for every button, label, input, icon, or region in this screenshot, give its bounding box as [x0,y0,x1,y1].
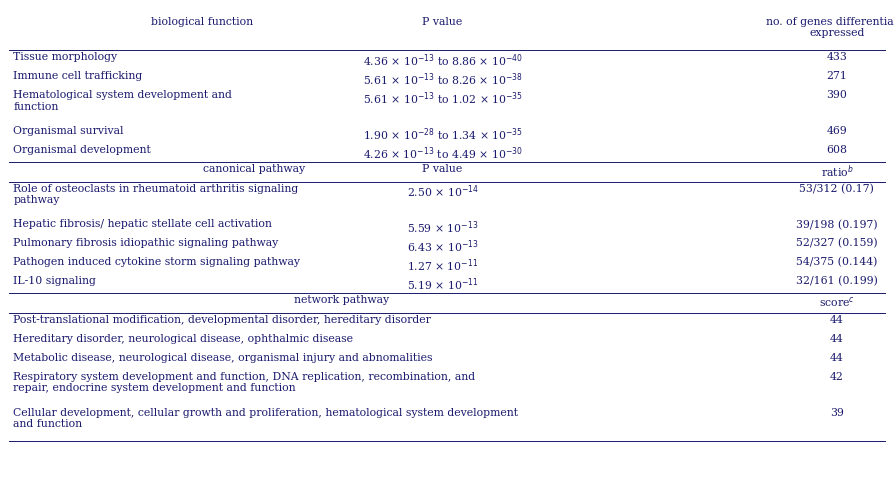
Text: 469: 469 [826,126,848,136]
Text: 390: 390 [826,90,848,100]
Text: 5.59 × 10$^{-13}$: 5.59 × 10$^{-13}$ [407,219,478,236]
Text: 5.61 × 10$^{-13}$ to 8.26 × 10$^{-38}$: 5.61 × 10$^{-13}$ to 8.26 × 10$^{-38}$ [363,71,522,88]
Text: 271: 271 [826,71,848,81]
Text: 54/375 (0.144): 54/375 (0.144) [797,257,878,268]
Text: 52/327 (0.159): 52/327 (0.159) [796,239,878,249]
Text: 5.19 × 10$^{-11}$: 5.19 × 10$^{-11}$ [407,276,478,293]
Text: 39/198 (0.197): 39/198 (0.197) [796,219,878,230]
Text: 44: 44 [830,353,844,363]
Text: Hepatic fibrosis/ hepatic stellate cell activation: Hepatic fibrosis/ hepatic stellate cell … [13,219,272,229]
Text: 4.36 × 10$^{-13}$ to 8.86 × 10$^{-40}$: 4.36 × 10$^{-13}$ to 8.86 × 10$^{-40}$ [363,52,522,69]
Text: Immune cell trafficking: Immune cell trafficking [13,71,142,81]
Text: 42: 42 [830,372,844,382]
Text: 53/312 (0.17): 53/312 (0.17) [799,183,874,194]
Text: score$^{c}$: score$^{c}$ [819,295,855,309]
Text: P value: P value [423,164,463,174]
Text: 2.50 × 10$^{-14}$: 2.50 × 10$^{-14}$ [407,183,478,200]
Text: Hematological system development and
function: Hematological system development and fun… [13,90,232,112]
Text: 32/161 (0.199): 32/161 (0.199) [796,276,878,286]
Text: P value: P value [423,17,463,26]
Text: 1.90 × 10$^{-28}$ to 1.34 × 10$^{-35}$: 1.90 × 10$^{-28}$ to 1.34 × 10$^{-35}$ [363,126,523,143]
Text: Pulmonary fibrosis idiopathic signaling pathway: Pulmonary fibrosis idiopathic signaling … [13,239,279,249]
Text: ratio$^{b}$: ratio$^{b}$ [821,164,853,181]
Text: Tissue morphology: Tissue morphology [13,52,117,62]
Text: Organismal development: Organismal development [13,145,151,155]
Text: Respiratory system development and function, DNA replication, recombination, and: Respiratory system development and funct… [13,372,476,393]
Text: 608: 608 [826,145,848,155]
Text: 1.27 × 10$^{-11}$: 1.27 × 10$^{-11}$ [407,257,478,274]
Text: canonical pathway: canonical pathway [203,164,306,174]
Text: 4.26 × 10$^{-13}$ to 4.49 × 10$^{-30}$: 4.26 × 10$^{-13}$ to 4.49 × 10$^{-30}$ [363,145,523,161]
Text: Hereditary disorder, neurological disease, ophthalmic disease: Hereditary disorder, neurological diseas… [13,334,353,344]
Text: Pathogen induced cytokine storm signaling pathway: Pathogen induced cytokine storm signalin… [13,257,300,267]
Text: 6.43 × 10$^{-13}$: 6.43 × 10$^{-13}$ [407,239,478,255]
Text: Organismal survival: Organismal survival [13,126,124,136]
Text: 39: 39 [830,408,844,418]
Text: Post-translational modification, developmental disorder, hereditary disorder: Post-translational modification, develop… [13,315,431,325]
Text: IL-10 signaling: IL-10 signaling [13,276,97,286]
Text: Metabolic disease, neurological disease, organismal injury and abnomalities: Metabolic disease, neurological disease,… [13,353,433,363]
Text: 433: 433 [826,52,848,62]
Text: biological function: biological function [150,17,253,26]
Text: 44: 44 [830,334,844,344]
Text: Role of osteoclasts in rheumatoid arthritis signaling
pathway: Role of osteoclasts in rheumatoid arthri… [13,183,299,205]
Text: 5.61 × 10$^{-13}$ to 1.02 × 10$^{-35}$: 5.61 × 10$^{-13}$ to 1.02 × 10$^{-35}$ [363,90,523,107]
Text: Cellular development, cellular growth and proliferation, hematological system de: Cellular development, cellular growth an… [13,408,519,429]
Text: no. of genes differentially
expressed: no. of genes differentially expressed [766,17,894,38]
Text: network pathway: network pathway [294,295,390,305]
Text: 44: 44 [830,315,844,325]
